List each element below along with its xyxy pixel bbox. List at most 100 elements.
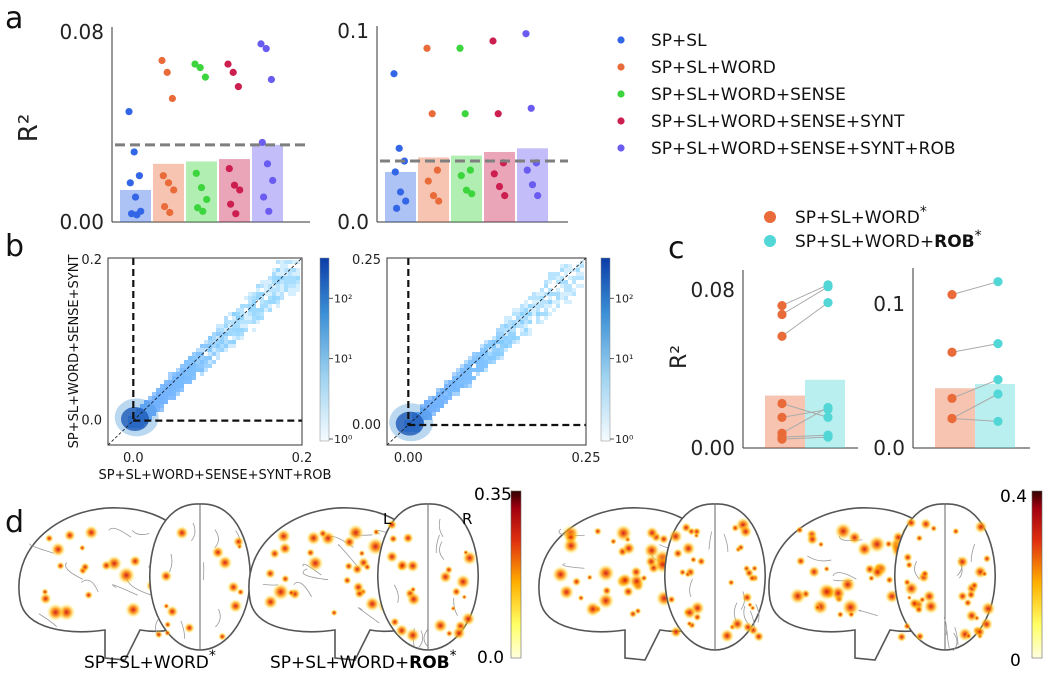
activation-blob [974, 520, 988, 534]
density-cell [236, 332, 240, 336]
density-cell [240, 328, 244, 332]
density-cell [252, 300, 256, 304]
density-cell [496, 340, 500, 344]
density-cell [556, 272, 560, 276]
density-cell [480, 352, 484, 356]
density-cell [572, 292, 576, 296]
activation-blob [808, 565, 821, 578]
density-cell [540, 300, 544, 304]
activation-blob [906, 595, 912, 601]
density-cell [576, 276, 580, 280]
density-cell [564, 300, 568, 304]
density-cell [232, 320, 236, 324]
density-cell [564, 268, 568, 272]
density-cell [268, 280, 272, 284]
density-cell [484, 344, 488, 348]
density-cell [224, 344, 228, 348]
density-cell [496, 340, 500, 344]
legend-c-word-label: SP+SL+WORD* [795, 204, 927, 228]
density-cell [244, 320, 248, 324]
density-cell [236, 312, 240, 316]
activation-blob [571, 576, 582, 587]
chart-b-left: 0.0 0.2 0.0 0.2 SP+SL+WORD+SENSE+SYNT+ROB SP+… [67, 253, 353, 483]
density-cell [484, 344, 488, 348]
density-cell [244, 328, 248, 332]
density-cell [496, 352, 500, 356]
activation-blob [868, 535, 886, 553]
sulcus-line [393, 584, 399, 603]
density-cell [500, 340, 504, 344]
density-cell [284, 284, 288, 288]
density-cell [224, 332, 228, 336]
density-cell [512, 324, 516, 328]
density-cell [512, 336, 516, 340]
density-cell [492, 352, 496, 356]
activation-blob [211, 545, 225, 559]
density-cell [264, 300, 268, 304]
density-cell [444, 396, 448, 400]
density-cell [520, 312, 524, 316]
density-cell [496, 340, 500, 344]
density-cell [260, 292, 264, 296]
activation-blob [218, 632, 227, 641]
density-cell [152, 400, 156, 404]
density-cell [164, 380, 168, 384]
density-cell [180, 380, 184, 384]
data-point [462, 186, 471, 194]
activation-blob [129, 555, 142, 568]
density-cell [484, 348, 488, 352]
density-cell [432, 404, 436, 408]
density-cell [536, 316, 540, 320]
density-cell [556, 272, 560, 276]
density-cell [252, 312, 256, 316]
density-cell [512, 340, 516, 344]
density-cell [296, 280, 300, 284]
density-cell [508, 328, 512, 332]
density-cell [524, 324, 528, 328]
activation-blob [739, 525, 753, 538]
density-cell [168, 380, 172, 384]
density-cell [556, 296, 560, 300]
density-cell [204, 340, 208, 344]
density-cell [516, 336, 520, 340]
density-cell [272, 296, 276, 300]
sulcus-line [214, 529, 219, 548]
density-cell [228, 328, 232, 332]
density-cell [500, 332, 504, 336]
data-point [435, 197, 443, 205]
activation-blob [117, 566, 136, 585]
density-cell [216, 324, 220, 328]
density-cell [260, 292, 264, 296]
density-cell [508, 328, 512, 332]
data-point [269, 176, 277, 185]
density-cell [456, 392, 460, 396]
density-cell [500, 348, 504, 352]
density-cell [580, 264, 584, 268]
density-cell [532, 296, 536, 300]
density-cell [572, 288, 576, 292]
density-cell [528, 304, 532, 308]
activation-blob [609, 538, 617, 545]
density-cell [452, 388, 456, 392]
density-cell [444, 400, 448, 404]
density-cell [492, 356, 496, 360]
density-cell [204, 368, 208, 372]
density-cell [204, 356, 208, 360]
sulcus-line [423, 629, 430, 648]
density-cell [508, 340, 512, 344]
density-cell [476, 372, 480, 376]
density-cell [492, 356, 496, 360]
density-cell [268, 300, 272, 304]
density-cell [540, 288, 544, 292]
density-cell [164, 384, 168, 388]
data-point [163, 68, 171, 76]
density-cell [540, 296, 544, 300]
density-cell [204, 360, 208, 364]
density-cell [484, 356, 488, 360]
density-cell [424, 408, 428, 412]
density-cell [280, 264, 284, 268]
density-cell [520, 308, 524, 312]
density-cell [196, 348, 200, 352]
density-cell [488, 360, 492, 364]
sulcus-line [858, 609, 878, 617]
